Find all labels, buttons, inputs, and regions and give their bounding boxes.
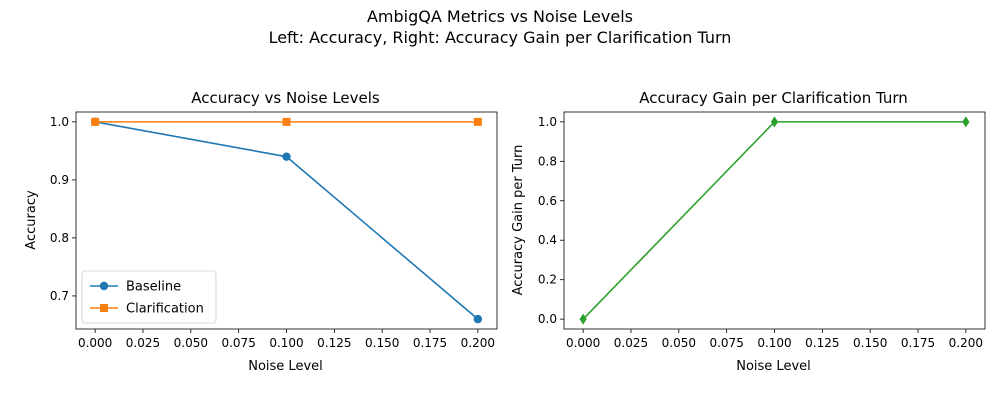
- x-tick-label: 0.000: [78, 336, 112, 350]
- y-tick-label: 0.7: [50, 289, 69, 303]
- x-tick-label: 0.200: [949, 336, 983, 350]
- axes-frame: [75, 111, 498, 330]
- x-tick-label: 0.075: [221, 336, 255, 350]
- y-tick-label: 0.4: [538, 233, 557, 247]
- y-tick-label: 0.8: [538, 154, 557, 168]
- data-point: [962, 116, 970, 128]
- legend-marker: [99, 281, 109, 291]
- y-tick-label: 0.9: [50, 173, 69, 187]
- x-tick-label: 0.150: [365, 336, 399, 350]
- y-tick-label: 0.8: [50, 231, 69, 245]
- chart-title: Accuracy vs Noise Levels: [191, 89, 380, 107]
- right-chart-accuracy-gain: Accuracy Gain per Clarification Turn Noi…: [511, 89, 986, 374]
- legend: Baseline Clarification: [81, 270, 217, 324]
- y-axis-label: Accuracy Gain per Turn: [511, 145, 526, 296]
- x-axis-label: Noise Level: [736, 359, 811, 374]
- x-tick-label: 0.075: [709, 336, 743, 350]
- data-point: [282, 117, 291, 126]
- series-line: [582, 121, 966, 320]
- data-point: [770, 116, 779, 128]
- x-tick-label: 0.100: [757, 336, 791, 350]
- y-tick-label: 0.6: [538, 194, 557, 208]
- legend-marker: [100, 304, 108, 312]
- x-tick-label: 0.050: [174, 336, 208, 350]
- axes-frame: [563, 111, 986, 330]
- x-tick-label: 0.100: [269, 336, 303, 350]
- chart-title: Accuracy Gain per Clarification Turn: [639, 89, 908, 107]
- series-line-0: [579, 116, 970, 325]
- x-tick-label: 0.025: [126, 336, 160, 350]
- legend-label: Baseline: [126, 280, 181, 295]
- data-point: [91, 117, 100, 126]
- x-tick-label: 0.125: [317, 336, 351, 350]
- legend-label: Clarification: [126, 302, 204, 317]
- legend-box: [81, 270, 217, 324]
- x-tick-label: 0.200: [461, 336, 495, 350]
- x-tick-label: 0.025: [614, 336, 648, 350]
- x-tick-label: 0.125: [805, 336, 839, 350]
- data-point: [282, 152, 291, 161]
- data-point: [473, 314, 483, 324]
- y-tick-label: 0.2: [538, 273, 557, 287]
- x-tick-label: 0.175: [413, 336, 447, 350]
- x-tick-label: 0.000: [566, 336, 600, 350]
- x-tick-label: 0.150: [853, 336, 887, 350]
- left-chart-accuracy: Accuracy vs Noise Levels Noise Level Acc…: [24, 89, 498, 374]
- series-clarification: [91, 117, 482, 126]
- data-point: [579, 313, 587, 325]
- x-tick-label: 0.175: [901, 336, 935, 350]
- y-tick-label: 0.0: [538, 312, 557, 326]
- x-axis-label: Noise Level: [248, 359, 323, 374]
- x-tick-label: 0.050: [662, 336, 696, 350]
- suptitle-line-2: Left: Accuracy, Right: Accuracy Gain per…: [269, 28, 732, 47]
- y-tick-label: 1.0: [538, 115, 557, 129]
- suptitle-line-1: AmbigQA Metrics vs Noise Levels: [367, 7, 633, 26]
- y-axis-label: Accuracy: [24, 190, 39, 250]
- data-point: [473, 117, 482, 126]
- y-tick-label: 1.0: [50, 115, 69, 129]
